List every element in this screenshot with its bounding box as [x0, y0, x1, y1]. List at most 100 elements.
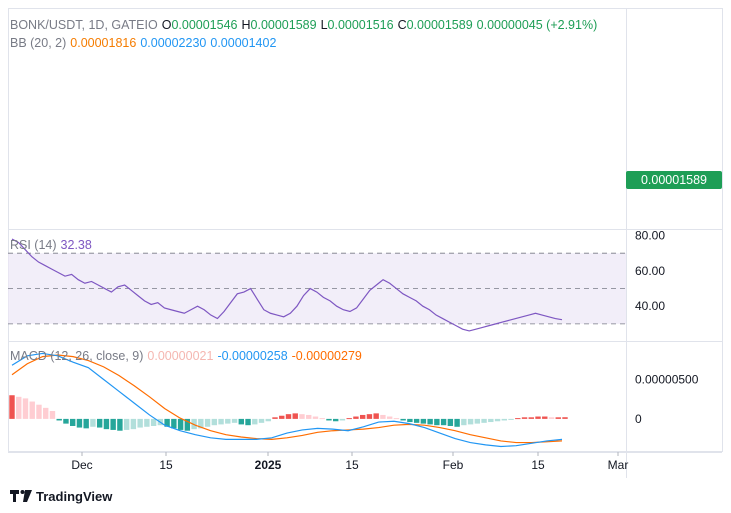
- bb-label: BB (20, 2): [10, 36, 67, 50]
- macd-hist-value: 0.00000021: [147, 349, 214, 363]
- macd-histogram-bar: [90, 418, 96, 427]
- macd-histogram-bar: [319, 418, 325, 420]
- macd-legend: MACD (12, 26, close, 9) 0.00000021 -0.0000…: [10, 349, 366, 363]
- macd-histogram-bar: [548, 417, 555, 419]
- macd-histogram-bar: [177, 418, 184, 430]
- macd-histogram-bar: [521, 417, 528, 419]
- macd-histogram-bar: [488, 418, 494, 423]
- macd-histogram-bar: [366, 414, 373, 419]
- high-label: H: [241, 18, 251, 32]
- macd-histogram-bar: [346, 418, 352, 420]
- rsi-line: [11, 238, 563, 332]
- macd-histogram-bar: [400, 418, 406, 421]
- macd-histogram-bar: [279, 415, 285, 419]
- macd-histogram-bar: [164, 418, 170, 427]
- macd-histogram-bar: [326, 418, 332, 421]
- macd-signal-line: [11, 354, 563, 444]
- macd-histogram-bar: [171, 418, 177, 429]
- macd-histogram-bar: [150, 418, 157, 426]
- macd-histogram-bar: [515, 418, 521, 420]
- macd-histogram-bar: [413, 418, 420, 423]
- macd-histogram-bar: [211, 418, 218, 426]
- rsi-value: 32.38: [60, 238, 92, 252]
- macd-histogram-bar: [252, 418, 258, 425]
- macd-histogram-bar: [285, 414, 292, 419]
- macd-histogram-bar: [83, 418, 89, 429]
- macd-histogram-bar: [36, 404, 42, 419]
- macd-histogram-bar: [63, 418, 69, 424]
- close-value: 0.00001589: [406, 18, 473, 32]
- time-axis-label: Dec: [71, 458, 92, 472]
- last-price-tag: 0.00001589: [626, 171, 722, 189]
- rsi-axis-label: 80.00: [635, 229, 665, 243]
- macd-histogram-bar: [144, 418, 150, 427]
- macd-histogram-bar: [434, 418, 440, 426]
- macd-histogram-bar: [103, 418, 110, 430]
- macd-histogram-bar: [16, 396, 22, 419]
- time-axis-label: 15: [531, 458, 545, 472]
- macd-histogram-bar: [555, 417, 561, 419]
- macd-histogram-bar: [306, 414, 312, 419]
- macd-histogram-bar: [299, 414, 305, 419]
- macd-label: MACD (12, 26, close, 9): [10, 349, 144, 363]
- macd-histogram-bar: [380, 414, 386, 419]
- macd-histogram-bar: [440, 418, 447, 426]
- macd-histogram-bar: [231, 418, 238, 423]
- macd-histogram-bar: [184, 418, 191, 431]
- low-label: L: [320, 18, 328, 32]
- macd-line: [11, 352, 563, 448]
- time-axis-label: 15: [159, 458, 173, 472]
- macd-histogram-bar: [130, 418, 137, 430]
- macd-histogram-bar: [218, 418, 224, 425]
- tradingview-logo[interactable]: TradingView: [10, 487, 112, 505]
- tradingview-icon: [10, 490, 32, 502]
- rsi-label: RSI (14): [10, 238, 57, 252]
- macd-histogram-bar: [454, 418, 460, 427]
- macd-histogram-bar: [528, 417, 534, 419]
- macd-histogram-bar: [333, 418, 339, 422]
- macd-histogram-bar: [535, 416, 541, 419]
- macd-histogram-bar: [29, 401, 35, 419]
- time-axis-label: 2025: [255, 458, 282, 472]
- macd-histogram-bar: [407, 418, 413, 423]
- macd-histogram-bar: [339, 418, 346, 421]
- macd-histogram-bar: [49, 411, 56, 419]
- macd-histogram-bar: [447, 418, 454, 426]
- macd-signal-value: -0.00000279: [291, 349, 362, 363]
- symbol-label: BONK/USDT, 1D, GATEIO: [10, 18, 158, 32]
- macd-histogram-bar: [258, 418, 265, 423]
- macd-histogram-bar: [359, 414, 366, 419]
- ohlc-legend: BONK/USDT, 1D, GATEIO O0.00001546 H0.00001…: [10, 18, 601, 32]
- macd-histogram-bar: [420, 418, 427, 424]
- macd-histogram-bar: [56, 418, 62, 421]
- high-value: 0.00001589: [250, 18, 317, 32]
- macd-histogram-bar: [474, 418, 481, 424]
- macd-histogram-bar: [9, 395, 15, 419]
- macd-histogram-bar: [123, 418, 130, 430]
- bb-lower-value: 0.00001402: [210, 36, 277, 50]
- macd-histogram-bar: [225, 418, 231, 424]
- macd-histogram-bar: [353, 416, 359, 419]
- macd-histogram-bar: [245, 418, 251, 426]
- bb-basis-value: 0.00001816: [70, 36, 137, 50]
- rsi-legend: RSI (14) 32.38: [10, 238, 96, 252]
- close-label: C: [397, 18, 407, 32]
- macd-histogram-bar: [562, 417, 568, 419]
- macd-axis-label: 0: [635, 412, 642, 426]
- low-value: 0.00001516: [327, 18, 394, 32]
- macd-histogram-bar: [117, 418, 123, 431]
- macd-histogram-bar: [204, 418, 211, 427]
- time-axis-label: 15: [345, 458, 359, 472]
- open-label: O: [161, 18, 172, 32]
- macd-histogram-bar: [198, 418, 204, 429]
- macd-histogram-bar: [43, 407, 49, 419]
- time-axis-label: Feb: [443, 458, 464, 472]
- macd-histogram-bar: [501, 418, 508, 421]
- macd-histogram-bar: [427, 418, 433, 425]
- macd-histogram-bar: [494, 418, 501, 422]
- macd-histogram-bar: [22, 398, 29, 419]
- rsi-axis-label: 40.00: [635, 299, 665, 313]
- open-value: 0.00001546: [171, 18, 238, 32]
